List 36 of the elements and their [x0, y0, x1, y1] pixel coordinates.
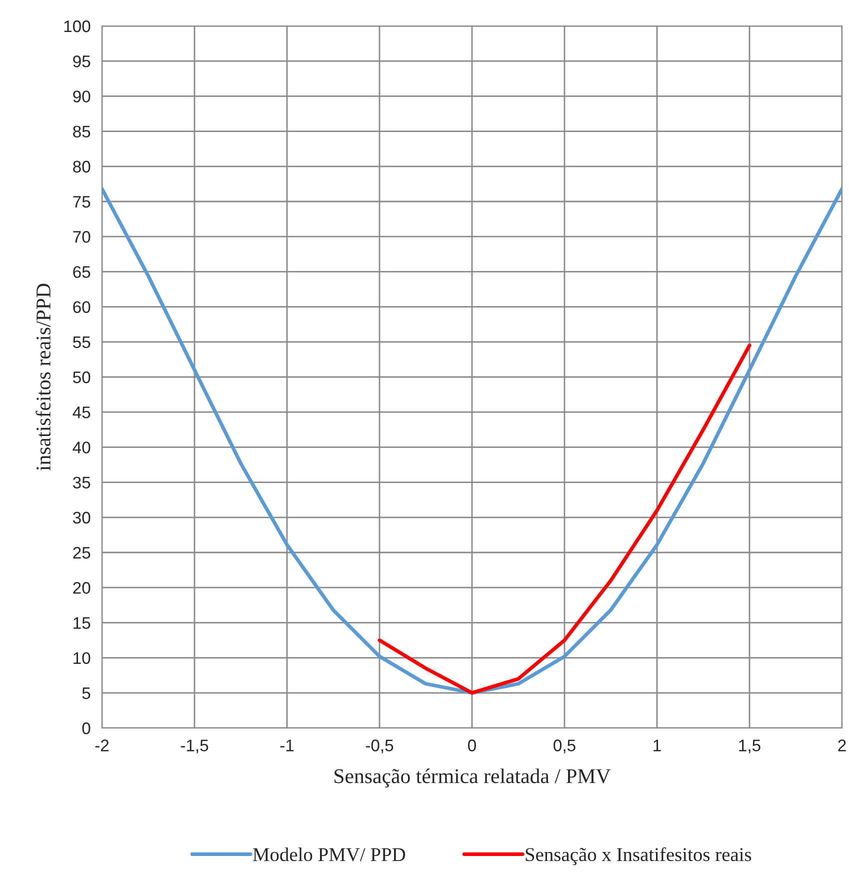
- y-tick-label: 80: [73, 160, 90, 173]
- x-tick-label: 2: [838, 740, 846, 752]
- y-tick-label: 5: [82, 687, 90, 700]
- y-tick-label: 90: [73, 90, 90, 102]
- y-tick-label: 20: [73, 582, 90, 594]
- x-tick-label: -1: [280, 740, 294, 752]
- y-tick-label: 55: [73, 336, 90, 348]
- y-tick-label: 85: [73, 126, 90, 138]
- x-tick-label: -0,5: [366, 740, 394, 754]
- legend-label: Sensação x Insatifesitos reais: [526, 847, 752, 866]
- x-tick-label: 1: [654, 740, 661, 752]
- y-tick-label: 50: [73, 371, 90, 384]
- y-tick-label: 30: [72, 512, 90, 524]
- y-tick-label: 100: [64, 20, 90, 32]
- y-tick-label: 40: [72, 442, 90, 454]
- x-tick-label: -1,5: [180, 740, 208, 754]
- y-tick-label: 25: [73, 546, 90, 559]
- y-tick-label: 65: [73, 266, 90, 278]
- legend-label: Modelo PMV/ PPD: [253, 847, 406, 862]
- y-tick-label: 10: [74, 652, 90, 664]
- line-series: [378, 344, 752, 695]
- x-tick-label: -2: [95, 740, 109, 752]
- x-tick-label: 0,5: [554, 740, 576, 754]
- y-axis-title: insatisfeitos reais/PPD: [36, 284, 51, 471]
- x-tick-label: 0: [468, 740, 476, 752]
- y-tick-label: 70: [73, 231, 90, 243]
- y-tick-label: 45: [72, 406, 90, 418]
- y-tick-label: 0: [82, 722, 90, 734]
- y-tick-label: 15: [74, 617, 90, 629]
- y-tick-label: 35: [72, 476, 90, 489]
- x-axis-title: Sensação térmica relatada / PMV: [334, 768, 611, 788]
- line-series: [102, 187, 842, 695]
- y-tick-label: 75: [73, 196, 90, 208]
- y-tick-label: 95: [73, 56, 90, 68]
- x-tick-label: 1,5: [739, 740, 760, 754]
- y-tick-label: 60: [73, 301, 90, 314]
